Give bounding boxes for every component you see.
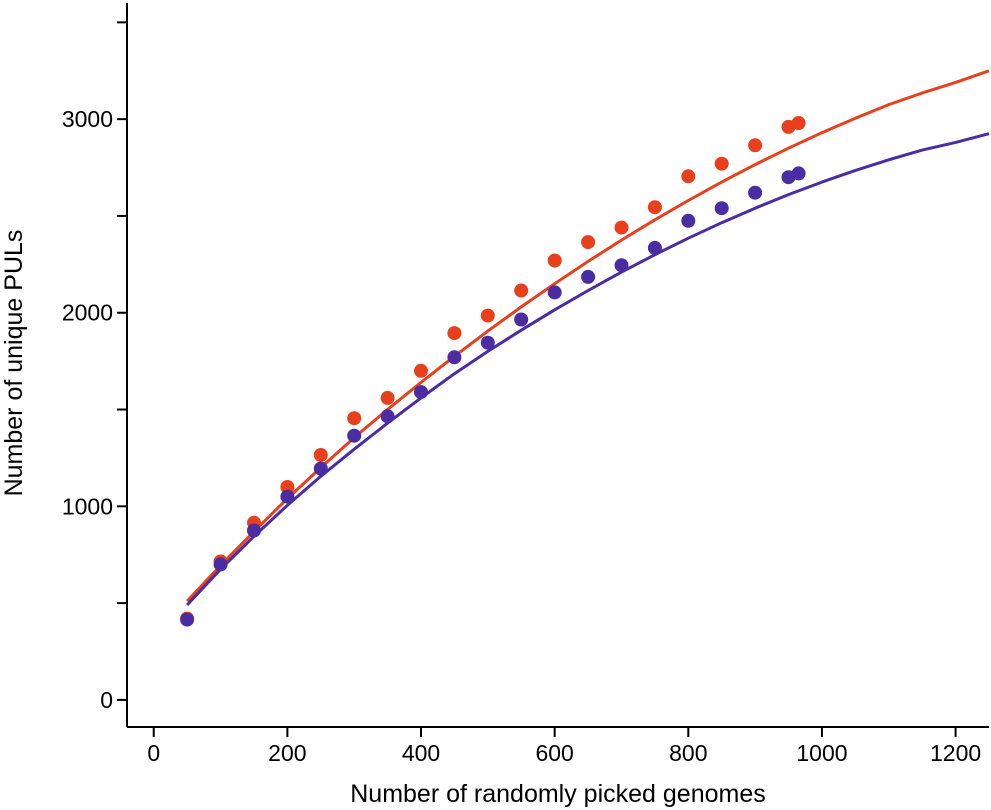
x-tick-label: 800 bbox=[669, 740, 707, 766]
y-tick-label: 1000 bbox=[62, 493, 113, 519]
x-tick-label: 1200 bbox=[930, 740, 981, 766]
x-axis-ticks: 0 200 400 600 800 1000 1200 bbox=[147, 727, 981, 766]
data-point-purple bbox=[714, 201, 729, 216]
data-point-purple bbox=[514, 312, 529, 327]
data-point-purple bbox=[547, 285, 562, 300]
fit-lines bbox=[186, 69, 990, 607]
y-tick-label: 2000 bbox=[62, 300, 113, 326]
data-point-red bbox=[714, 156, 729, 171]
data-point-purple bbox=[681, 213, 696, 228]
fit-line-red bbox=[186, 69, 990, 603]
x-tick-label: 600 bbox=[535, 740, 573, 766]
data-point-purple bbox=[313, 461, 328, 476]
data-point-red bbox=[380, 390, 395, 405]
x-axis-label: Number of randomly picked genomes bbox=[350, 780, 765, 808]
data-point-red bbox=[447, 326, 462, 341]
data-point-purple bbox=[480, 335, 495, 350]
data-point-purple bbox=[414, 385, 428, 400]
fit-line-purple bbox=[186, 132, 990, 607]
data-point-purple bbox=[614, 258, 629, 273]
data-point-purple bbox=[380, 409, 395, 424]
data-point-red bbox=[614, 220, 629, 235]
y-axis-label: Number of unique PULs bbox=[0, 230, 28, 497]
data-point-purple bbox=[213, 557, 228, 572]
data-point-purple bbox=[247, 523, 261, 538]
data-point-purple bbox=[581, 269, 596, 284]
data-point-red bbox=[480, 308, 495, 323]
x-tick-label: 200 bbox=[268, 740, 306, 766]
data-point-red bbox=[748, 138, 763, 153]
data-point-purple bbox=[647, 240, 662, 255]
data-point-red bbox=[313, 448, 328, 462]
data-point-red bbox=[514, 283, 529, 298]
data-point-red bbox=[581, 235, 596, 250]
x-tick-label: 0 bbox=[147, 740, 160, 766]
y-axis-ticks: 0 1000 2000 3000 bbox=[62, 21, 127, 713]
y-tick-label: 3000 bbox=[62, 106, 113, 132]
data-point-red bbox=[280, 480, 295, 494]
data-point-red bbox=[547, 253, 562, 268]
data-point-purple bbox=[447, 350, 462, 365]
data-point-purple bbox=[791, 166, 806, 181]
y-tick-label: 0 bbox=[100, 687, 113, 713]
data-point-purple bbox=[347, 428, 362, 443]
data-point-red bbox=[347, 411, 362, 426]
x-tick-label: 1000 bbox=[796, 740, 847, 766]
data-point-red bbox=[647, 200, 662, 215]
data-point-red bbox=[791, 116, 806, 130]
data-point-red bbox=[681, 169, 696, 184]
data-point-purple bbox=[280, 489, 295, 504]
data-point-red bbox=[414, 363, 428, 378]
data-points bbox=[180, 116, 806, 627]
axes bbox=[126, 3, 989, 728]
x-tick-label: 400 bbox=[402, 740, 440, 766]
data-point-purple bbox=[748, 185, 763, 200]
data-point-purple bbox=[180, 612, 195, 627]
